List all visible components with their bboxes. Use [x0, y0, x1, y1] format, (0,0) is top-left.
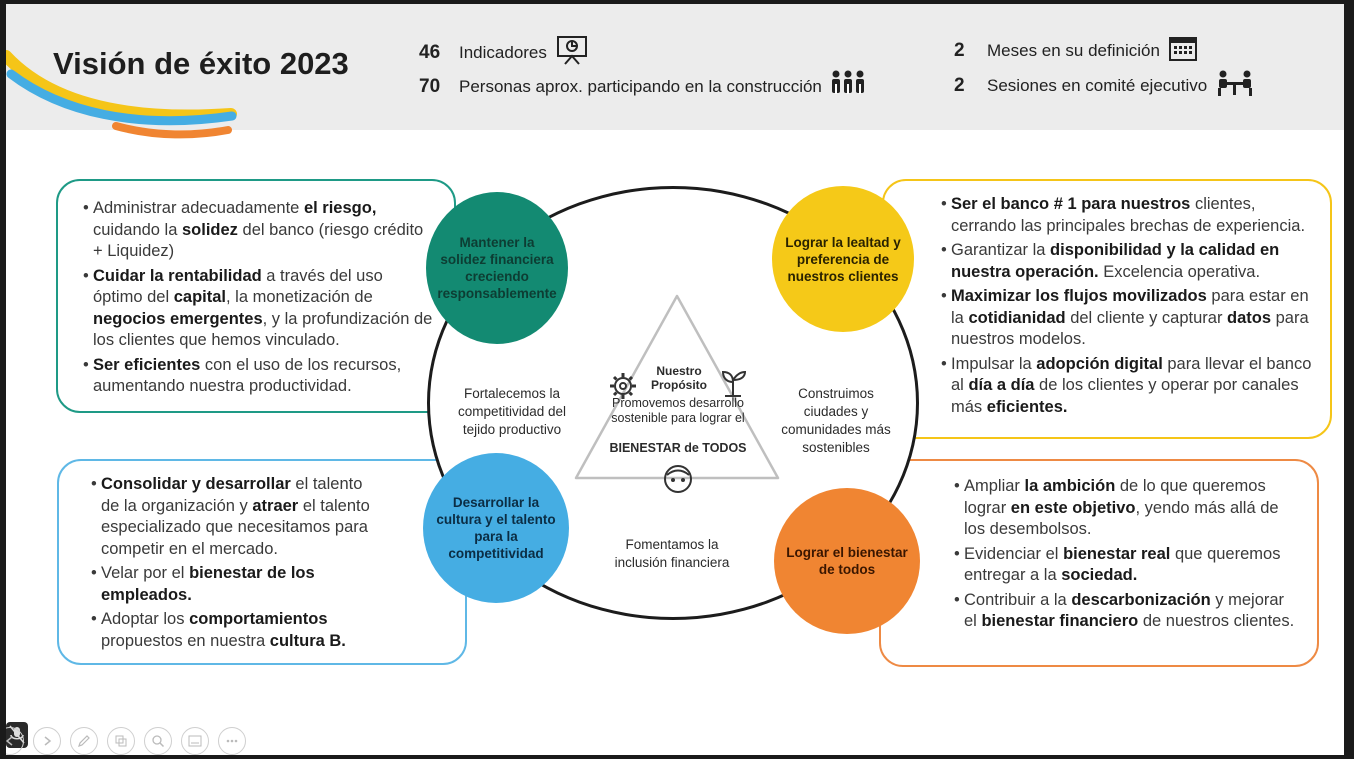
circle-text-bottom: Fomentamos la inclusión financiera — [614, 537, 730, 570]
list-item: Ser eficientes con el uso de los recurso… — [83, 355, 436, 398]
list-item: Maximizar los flujos movilizados para es… — [941, 286, 1320, 351]
stat-label: Meses en su definición — [987, 40, 1160, 60]
stat-indicadores: 46 Indicadores — [419, 34, 589, 71]
zoom-icon[interactable] — [144, 727, 172, 755]
box-cultura: Consolidar y desarrollar el talento de l… — [57, 459, 467, 665]
list-item: Velar por el bienestar de los empleados. — [91, 563, 385, 606]
meeting-icon — [1215, 68, 1255, 103]
list-item: Impulsar la adopción digital para llevar… — [941, 354, 1320, 419]
list-item: Garantizar la disponibilidad y la calida… — [941, 240, 1320, 283]
circle-text-right: Construimos ciudades y comunidades más s… — [781, 386, 891, 455]
stat-label: Sesiones en comité ejecutivo — [987, 75, 1208, 95]
stat-value: 70 — [419, 75, 441, 97]
copy-icon[interactable] — [107, 727, 135, 755]
list-item: Adoptar los comportamientos propuestos e… — [91, 609, 385, 652]
next-icon[interactable] — [33, 727, 61, 755]
box-bienestar: Ampliar la ambición de lo que queremos l… — [879, 459, 1319, 667]
node-solidez: Mantener la solidez financiera creciendo… — [426, 192, 568, 344]
stat-meses: 2 Meses en su definición — [954, 34, 1198, 67]
list-item: Ser el banco # 1 para nuestros clientes,… — [941, 194, 1320, 237]
node-lealtad: Lograr la lealtad y preferencia de nuest… — [772, 186, 914, 332]
page-title: Visión de éxito 2023 — [53, 46, 349, 81]
header-band: Visión de éxito 2023 46 Indicadores 70 P… — [6, 4, 1344, 139]
node-bienestar: Lograr el bienestar de todos — [774, 488, 920, 634]
purpose-body: Promovemos desarrollo sostenible para lo… — [611, 396, 745, 425]
subtitle-icon[interactable] — [181, 727, 209, 755]
prev-icon[interactable] — [6, 727, 24, 755]
list-item: Administrar adecuadamente el riesgo, cui… — [83, 198, 436, 263]
stat-personas: 70 Personas aprox. participando en la co… — [419, 68, 866, 105]
list-item: Contribuir a la descarbonización y mejor… — [954, 590, 1297, 633]
presentation-icon — [555, 34, 589, 71]
list-item: Ampliar la ambición de lo que queremos l… — [954, 476, 1297, 541]
gear-icon — [608, 371, 638, 406]
purpose-emphasis: BIENESTAR de TODOS — [609, 441, 747, 455]
box-solidez: Administrar adecuadamente el riesgo, cui… — [56, 179, 456, 413]
box-lealtad: Ser el banco # 1 para nuestros clientes,… — [882, 179, 1332, 439]
plant-icon — [719, 366, 747, 403]
stat-value: 2 — [954, 39, 965, 61]
slide: Visión de éxito 2023 46 Indicadores 70 P… — [6, 4, 1344, 755]
list-item: Cuidar la rentabilidad a través del uso … — [83, 266, 436, 352]
calendar-icon — [1168, 34, 1198, 67]
purpose-label: Nuestro Propósito — [651, 364, 707, 392]
node-cultura: Desarrollar la cultura y el talento para… — [423, 453, 569, 603]
pen-icon[interactable] — [70, 727, 98, 755]
stat-value: 46 — [419, 41, 441, 63]
people-icon — [830, 68, 866, 105]
presenter-toolbar — [6, 724, 255, 755]
stat-value: 2 — [954, 74, 965, 96]
face-icon — [662, 463, 694, 500]
stat-label: Indicadores — [459, 42, 547, 62]
list-item: Consolidar y desarrollar el talento de l… — [91, 474, 385, 560]
list-item: Evidenciar el bienestar real que queremo… — [954, 544, 1297, 587]
stat-sesiones: 2 Sesiones en comité ejecutivo — [954, 68, 1255, 103]
stat-label: Personas aprox. participando en la const… — [459, 76, 822, 96]
more-icon[interactable] — [218, 727, 246, 755]
circle-text-left: Fortalecemos la competitividad del tejid… — [457, 386, 567, 437]
brand-swoosh — [6, 50, 237, 139]
